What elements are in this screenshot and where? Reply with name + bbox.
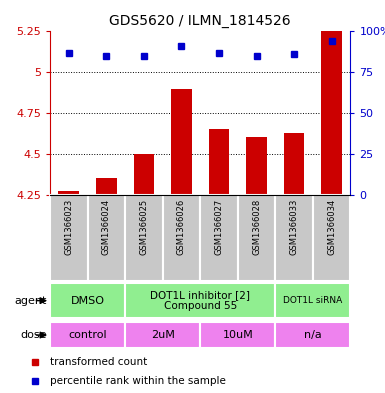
Bar: [163, 195, 200, 281]
Bar: [313, 195, 350, 281]
Bar: [200, 195, 238, 281]
Bar: [88, 195, 125, 281]
Bar: [275, 195, 313, 281]
Text: percentile rank within the sample: percentile rank within the sample: [50, 376, 226, 386]
Text: DOT1L inhibitor [2]
Compound 55: DOT1L inhibitor [2] Compound 55: [150, 290, 250, 311]
Bar: [171, 88, 192, 195]
Bar: [125, 283, 275, 318]
Text: transformed count: transformed count: [50, 357, 147, 367]
Text: GSM1366034: GSM1366034: [327, 199, 336, 255]
Text: 10uM: 10uM: [223, 330, 253, 340]
Title: GDS5620 / ILMN_1814526: GDS5620 / ILMN_1814526: [109, 14, 291, 28]
Text: DOT1L siRNA: DOT1L siRNA: [283, 296, 342, 305]
Bar: [125, 195, 163, 281]
Bar: [246, 138, 267, 195]
Bar: [50, 283, 125, 318]
Bar: [50, 322, 125, 348]
Text: dose: dose: [20, 330, 47, 340]
Text: GSM1366025: GSM1366025: [139, 199, 148, 255]
Bar: [275, 283, 350, 318]
Bar: [96, 178, 117, 195]
Bar: [125, 322, 200, 348]
Text: DMSO: DMSO: [70, 296, 105, 306]
Text: GSM1366033: GSM1366033: [290, 199, 298, 255]
Text: GSM1366026: GSM1366026: [177, 199, 186, 255]
Bar: [321, 31, 342, 195]
Bar: [284, 132, 305, 195]
Text: GSM1366024: GSM1366024: [102, 199, 111, 255]
Text: GSM1366023: GSM1366023: [64, 199, 73, 255]
Bar: [200, 322, 275, 348]
Bar: [50, 195, 88, 281]
Bar: [59, 191, 79, 195]
Text: GSM1366027: GSM1366027: [214, 199, 223, 255]
Text: GSM1366028: GSM1366028: [252, 199, 261, 255]
Text: control: control: [68, 330, 107, 340]
Text: agent: agent: [15, 296, 47, 306]
Bar: [134, 154, 154, 195]
Text: n/a: n/a: [304, 330, 322, 340]
Text: 2uM: 2uM: [151, 330, 175, 340]
Bar: [275, 322, 350, 348]
Bar: [238, 195, 275, 281]
Bar: [209, 129, 229, 195]
